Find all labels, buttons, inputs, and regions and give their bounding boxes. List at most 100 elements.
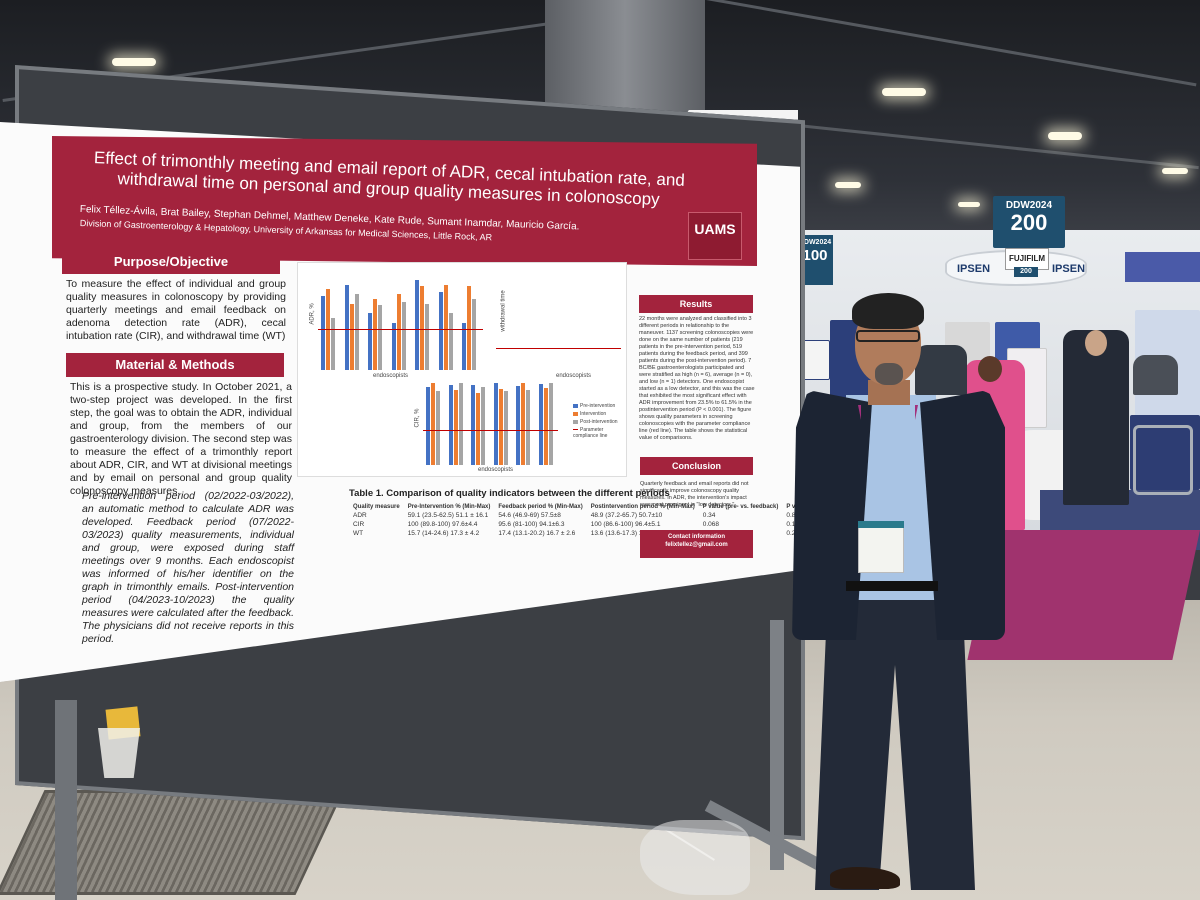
- table-header-cell: Postintervention period % (Min-Max): [590, 504, 695, 510]
- poster-chart-bar: [467, 286, 472, 370]
- poster-chart-bar: [516, 386, 520, 465]
- table-cell: 13.6 (13.6-17.3) 14.8 ± 1.2: [590, 530, 668, 537]
- hair: [852, 293, 924, 329]
- ddw-sign-number: 200: [1010, 210, 1048, 235]
- methods-heading: Material & Methods: [66, 353, 284, 377]
- table-cell: 0.34: [702, 512, 716, 519]
- purpose-text: To measure the effect of individual and …: [66, 278, 286, 342]
- background-person-head: [1085, 330, 1107, 356]
- poster-chart-bar: [526, 389, 530, 465]
- poster-figure-panel: ADR, % endoscopists withdrawal time endo…: [297, 262, 627, 477]
- table-cell: 17.4 (13.1-20.2) 16.7 ± 2.6: [498, 530, 576, 537]
- poster-chart-bar: [453, 389, 458, 465]
- wt-axis-label: withdrawal time: [500, 290, 507, 332]
- table-row: WT 15.7 (14-24.6) 17.3 ± 4.2 17.4 (13.1-…: [349, 529, 853, 538]
- poster-chart-bar: [396, 294, 401, 370]
- poster-chart-bar: [438, 292, 443, 370]
- ceiling-light: [1162, 168, 1188, 174]
- ddw-booth-sign: DDW2024 200: [993, 196, 1065, 248]
- poster-chart-bar: [471, 384, 475, 465]
- belt: [846, 581, 938, 591]
- jacket: [792, 390, 872, 640]
- background-person: [1133, 355, 1178, 395]
- cir-bar-chart: [423, 383, 558, 465]
- poster-chart-bar: [425, 303, 430, 370]
- contact-heading: Contact information: [668, 534, 725, 540]
- ceiling-light: [882, 88, 926, 96]
- goatee: [875, 363, 903, 385]
- adr-x-label: endoscopists: [373, 373, 409, 379]
- table-cell: ADR: [353, 512, 367, 519]
- ceiling-light: [112, 58, 156, 66]
- table-cell: WT: [353, 530, 364, 537]
- poster-title: Effect of trimonthly meeting and email r…: [93, 148, 686, 209]
- table-cell: 54.6 (46.9-69) 57.5±8: [498, 512, 561, 519]
- poster-chart-bar: [443, 284, 448, 370]
- right-booth-banner: [1125, 252, 1200, 282]
- table-cell: 15.7 (14-24.6) 17.3 ± 4.2: [407, 530, 480, 537]
- poster-chart-bar: [448, 385, 453, 465]
- poster-chart-bar: [436, 391, 440, 465]
- poster-chart-bar: [462, 322, 467, 370]
- table-cell: CIR: [353, 521, 365, 528]
- cir-x-label: endoscopists: [478, 467, 514, 473]
- contact-box: Contact information felixtellez@gmail.co…: [640, 530, 753, 558]
- poster-chart-bar: [481, 387, 485, 465]
- floor-drain-grate: [0, 790, 345, 895]
- poster-header: Effect of trimonthly meeting and email r…: [52, 136, 757, 266]
- plastic-bag: [640, 820, 750, 895]
- poster-chart-bar: [431, 383, 435, 465]
- table-header-cell: Pre-Intervention % (Min-Max): [407, 504, 491, 510]
- ddw-sign-brand: DDW2024: [1005, 200, 1053, 211]
- poster-chart-bar: [548, 383, 553, 465]
- purpose-heading: Purpose/Objective: [62, 250, 280, 274]
- board-leg: [770, 620, 784, 870]
- wt-compliance-line: [496, 348, 621, 349]
- cir-axis-label: CIR, %: [414, 408, 421, 428]
- name-badge: [858, 521, 904, 573]
- poster-chart-bar: [538, 383, 543, 465]
- contact-email: felixtellez@gmail.com: [665, 542, 728, 548]
- table-cell: 0.068: [702, 521, 720, 528]
- table-cell: 0.1: [786, 521, 796, 528]
- poster-chart-bar: [472, 298, 477, 370]
- table-cell: 59.1 (23.5-62.5) 51.1 ± 16.1: [407, 512, 489, 519]
- poster-chart-bar: [331, 317, 335, 370]
- ceiling-truss: [703, 0, 1197, 87]
- ceiling-light: [958, 202, 980, 207]
- poster-chart-bar: [354, 294, 359, 370]
- glasses-icon: [856, 330, 920, 342]
- poster-chart-compliance-line: [423, 429, 558, 431]
- poster-chart-bar: [378, 305, 383, 370]
- poster-chart-bar: [503, 391, 508, 465]
- table-header-cell: P value (pre- vs. feedback): [702, 504, 779, 510]
- table-cell: 48.9 (37.2-65.7) 50.7±10: [590, 512, 663, 519]
- poster-chart-bar: [420, 286, 425, 370]
- table-header-cell: Quality measure: [353, 504, 400, 510]
- poster-chart-bar: [521, 383, 525, 465]
- presenter-person: [780, 285, 1020, 900]
- methods-text: This is a prospective study. In October …: [70, 381, 292, 497]
- table-cell: 100 (89.8-100) 97.6±4.4: [407, 521, 478, 528]
- poster-chart-bar: [415, 279, 420, 370]
- background-person: [1063, 330, 1129, 505]
- poster-chart-bar: [373, 298, 378, 370]
- poster-chart-bar: [448, 313, 453, 370]
- poster-chart-bar: [498, 388, 503, 465]
- quality-indicators-table: Quality measure Pre-Intervention % (Min-…: [349, 503, 853, 538]
- poster-chart-bar: [349, 303, 354, 370]
- results-heading: Results: [639, 295, 753, 313]
- poster-chart-bar: [344, 284, 349, 370]
- board-leg: [55, 700, 77, 900]
- table-cell: 0.22: [786, 530, 799, 537]
- poster-chart-bar: [321, 295, 325, 370]
- table-header-row: Quality measure Pre-Intervention % (Min-…: [349, 503, 853, 511]
- poster-chart-bar: [543, 387, 548, 465]
- table-header-cell: Feedback period % (Min-Max): [498, 504, 583, 510]
- results-text: 22 months were analyzed and classified i…: [639, 316, 755, 441]
- poster-chart-bar: [458, 383, 463, 465]
- conclusion-text: Quarterly feedback and email reports did…: [640, 481, 749, 508]
- legend-intervention: Intervention: [573, 411, 606, 417]
- ipsen-left-label: IPSEN: [957, 263, 991, 275]
- adr-bar-chart: [318, 275, 483, 370]
